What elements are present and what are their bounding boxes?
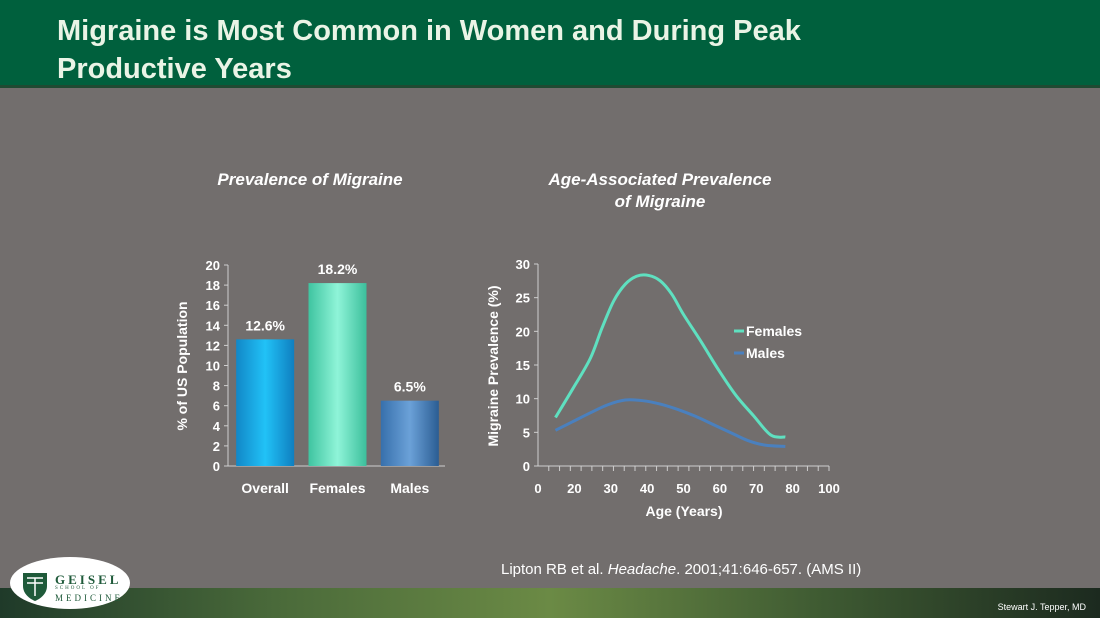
line-y-tick-label: 25	[516, 291, 530, 306]
series-line-females	[554, 273, 786, 439]
bar-y-tick-label: 2	[213, 439, 220, 454]
line-x-tick-label: 70	[749, 481, 763, 496]
line-y-tick-label: 5	[523, 425, 530, 440]
line-y-axis-label: Migraine Prevalence (%)	[485, 285, 501, 446]
bar-y-tick-label: 10	[206, 359, 220, 374]
bar-overall	[236, 339, 295, 466]
logo-text: GEISEL SCHOOL OF MEDICINE	[55, 572, 123, 604]
slide-title: Migraine is Most Common in Women and Dur…	[57, 15, 801, 85]
line-x-tick-label: 0	[534, 481, 541, 496]
line-chart-title-line1: Age-Associated Prevalence	[548, 170, 772, 189]
bar-y-tick-label: 0	[213, 459, 220, 474]
bar-y-tick-label: 12	[206, 338, 220, 353]
line-x-axis-label: Age (Years)	[645, 503, 722, 519]
bar-y-tick-label: 14	[206, 318, 221, 333]
bar-category-label: Males	[390, 480, 429, 496]
citation-authors: Lipton RB et al.	[501, 561, 608, 578]
bar-category-label: Overall	[241, 480, 288, 496]
shield-icon	[23, 573, 47, 601]
bar-data-label: 12.6%	[245, 317, 285, 333]
legend-label-males: Males	[746, 345, 785, 361]
bar-females	[308, 283, 367, 466]
line-y-tick-label: 0	[523, 459, 530, 474]
line-x-tick-label: 80	[785, 481, 799, 496]
footer-band	[0, 588, 1100, 618]
line-y-tick-label: 30	[516, 257, 530, 272]
line-x-tick-label: 50	[676, 481, 690, 496]
citation: Lipton RB et al. Headache. 2001;41:646-6…	[501, 561, 861, 578]
bar-y-tick-label: 20	[206, 258, 220, 273]
line-x-tick-label: 40	[640, 481, 654, 496]
line-chart-title: Age-Associated Prevalence of Migraine	[520, 169, 800, 213]
line-y-tick-label: 15	[516, 358, 530, 373]
bar-y-tick-label: 8	[213, 379, 220, 394]
citation-details: . 2001;41:646-657. (AMS II)	[676, 561, 862, 578]
logo-line3: MEDICINE	[55, 593, 123, 603]
citation-journal: Headache	[607, 561, 677, 578]
logo-line2: SCHOOL OF	[55, 586, 101, 591]
bar-data-label: 18.2%	[318, 261, 358, 277]
bar-category-label: Females	[309, 480, 365, 496]
line-y-tick-label: 10	[516, 392, 530, 407]
line-chart-title-line2: of Migraine	[614, 192, 706, 211]
line-x-tick-label: 30	[604, 481, 618, 496]
line-x-tick-label: 100	[818, 481, 840, 496]
bar-males	[380, 400, 439, 466]
bar-y-tick-label: 6	[213, 399, 220, 414]
legend-label-females: Females	[746, 323, 802, 339]
line-x-tick-label: 60	[713, 481, 727, 496]
series-line-males	[554, 398, 786, 448]
line-x-tick-label: 20	[567, 481, 581, 496]
title-banner	[0, 0, 1100, 88]
line-y-tick-label: 20	[516, 324, 530, 339]
bar-y-tick-label: 16	[206, 298, 220, 313]
bar-chart: % of US Population 0 2 4 6 8 10 12 14 16 18 20 12.…	[174, 258, 445, 496]
bar-y-tick-label: 18	[206, 278, 220, 293]
bar-data-label: 6.5%	[394, 379, 426, 395]
bar-chart-title: Prevalence of Migraine	[217, 170, 403, 189]
author-credit: Stewart J. Tepper, MD	[997, 602, 1086, 612]
bar-y-axis-label: % of US Population	[174, 301, 190, 430]
line-chart: Migraine Prevalence (%) 0 5 10 15 20 25 30 0 20…	[485, 257, 840, 519]
bar-y-tick-label: 4	[213, 419, 221, 434]
logo-line1: GEISEL	[55, 572, 122, 587]
